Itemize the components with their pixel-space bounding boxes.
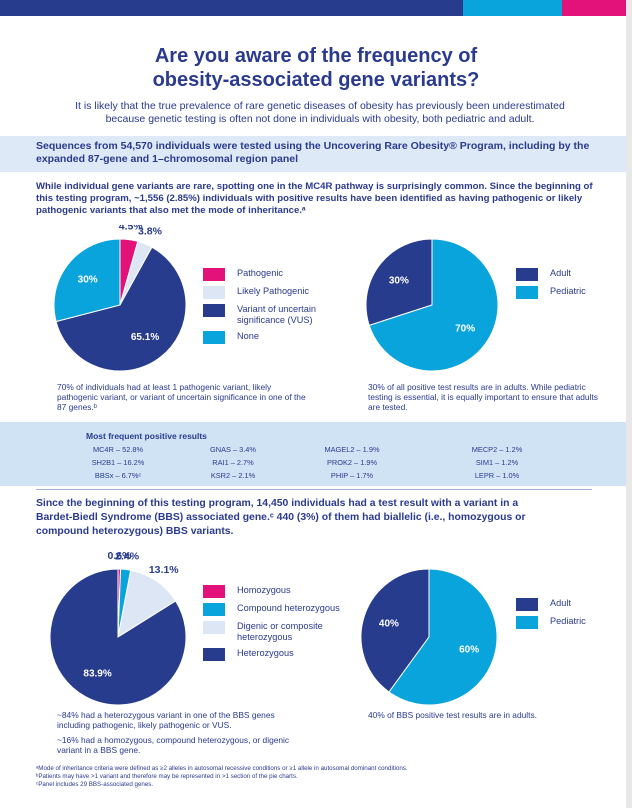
- legend-swatch: [516, 598, 538, 611]
- legend-item: None: [203, 331, 343, 344]
- legend-label: Digenic or composite heterozygous: [237, 621, 323, 642]
- value-label: 4.5%: [119, 225, 144, 233]
- legend-swatch: [203, 621, 225, 634]
- legend: Adult Pediatric: [516, 598, 632, 634]
- legend-swatch: [203, 585, 225, 598]
- frequent-item: SIM1 – 1.2%: [475, 458, 519, 467]
- value-label: 0.6%: [108, 550, 133, 562]
- legend-item: Pathogenic: [203, 268, 343, 281]
- legend-label: Heterozygous: [237, 648, 294, 658]
- pie-slice: [388, 568, 498, 706]
- top-bar: [0, 0, 463, 16]
- legend-label: None: [237, 331, 259, 341]
- value-label: 83.9%: [83, 669, 111, 680]
- footnote: ᵃMode of inheritance criteria were defin…: [36, 765, 408, 772]
- legend-swatch: [203, 286, 225, 299]
- caption: ~84% had a heterozygous variant in one o…: [57, 710, 275, 730]
- pie-slice: [368, 238, 499, 372]
- caption: 70% of individuals had at least 1 pathog…: [57, 382, 306, 412]
- section-text: Since the beginning of this testing prog…: [36, 498, 526, 537]
- frequent-item: KSR2 – 2.1%: [210, 471, 256, 480]
- legend-item: Pediatric: [516, 286, 632, 299]
- legend-item: Homozygous: [203, 585, 343, 598]
- frequent-results: Most frequent positive results MC4R – 52…: [0, 422, 626, 486]
- legend-label: Homozygous: [237, 585, 291, 595]
- title: Are you aware of the frequency of obesit…: [152, 45, 480, 91]
- legend-item: Pediatric: [516, 616, 632, 629]
- pie-slice: [55, 246, 187, 372]
- value-label: 3.8%: [138, 226, 163, 238]
- intro: It is likely that the true prevalence of…: [75, 100, 565, 125]
- footnote: ᶜPanel includes 29 BBS-associated genes.: [36, 781, 154, 788]
- legend-swatch: [203, 268, 225, 281]
- banner: Sequences from 54,570 individuals were t…: [0, 136, 626, 172]
- legend-item: Digenic or composite heterozygous: [203, 621, 343, 643]
- frequent-item: GNAS – 3.4%: [209, 445, 256, 454]
- frequent-item: PROK2 – 1.9%: [326, 458, 378, 467]
- legend-item: Adult: [516, 598, 632, 611]
- legend-swatch: [203, 304, 225, 317]
- legend-label: Variant of uncertain significance (VUS): [237, 304, 316, 325]
- legend-item: Adult: [516, 268, 632, 281]
- legend-label: Compound heterozygous: [237, 603, 340, 613]
- top-bar: [463, 0, 562, 16]
- divider: [36, 489, 592, 490]
- caption: ~16% had a homozygous, compound heterozy…: [57, 735, 290, 755]
- legend: Pathogenic Likely Pathogenic Variant of un…: [203, 268, 343, 349]
- frequent-item: BBSx – 6.7%ᶜ: [94, 471, 142, 480]
- legend-item: Likely Pathogenic: [203, 286, 343, 299]
- legend-label: Adult: [550, 268, 571, 278]
- pie-slice: [117, 569, 177, 639]
- caption: 40% of BBS positive test results are in …: [368, 710, 537, 720]
- legend-item: Variant of uncertain significance (VUS): [203, 304, 343, 326]
- pie-slice: [53, 238, 121, 323]
- pie-slice: [365, 238, 433, 327]
- pie-chart: 4.5%3.8% 65.1% 30%: [53, 225, 187, 372]
- legend-swatch: [516, 616, 538, 629]
- frequent-item: MC4R – 52.8%: [92, 445, 144, 454]
- value-label: 60%: [459, 645, 479, 656]
- banner-text: Sequences from 54,570 individuals were t…: [36, 140, 590, 165]
- frequent-item: RAI1 – 2.7%: [212, 458, 254, 467]
- footnote: ᵇPatients may have >1 variant and theref…: [36, 773, 298, 780]
- legend: Homozygous Compound heterozygous Digenic o…: [203, 585, 343, 666]
- edge: [626, 0, 632, 808]
- pie-chart: 30% 70%: [365, 238, 499, 372]
- legend-swatch: [516, 268, 538, 281]
- legend-label: Adult: [550, 598, 571, 608]
- frequent-item: MAGEL2 – 1.9%: [324, 445, 380, 454]
- legend-swatch: [203, 648, 225, 661]
- value-label: 30%: [78, 275, 98, 286]
- legend-item: Compound heterozygous: [203, 603, 343, 616]
- caption: 30% of all positive test results are in …: [368, 382, 598, 412]
- legend-label: Likely Pathogenic: [237, 286, 310, 296]
- pie-chart: 0.6%2.4% 13.1% 83.9%: [49, 550, 187, 706]
- pie-chart: 40% 60%: [360, 568, 498, 706]
- value-label: 40%: [379, 619, 399, 630]
- legend-swatch: [516, 286, 538, 299]
- legend-item: Heterozygous: [203, 648, 343, 661]
- legend: Adult Pediatric: [516, 268, 632, 304]
- frequent-item: MECP2 – 1.2%: [471, 445, 523, 454]
- value-label: 2.4%: [115, 550, 140, 562]
- frequent-item: LEPR – 1.0%: [474, 471, 520, 480]
- top-bar: [562, 0, 626, 16]
- legend-label: Pediatric: [550, 286, 586, 296]
- frequent-item: SH2B1 – 16.2%: [91, 458, 145, 467]
- value-label: 30%: [389, 276, 409, 287]
- value-label: 65.1%: [131, 332, 159, 343]
- legend-label: Pediatric: [550, 616, 586, 626]
- section-text: While individual gene variants are rare,…: [36, 181, 593, 216]
- frequent-title: Most frequent positive results: [86, 431, 207, 441]
- value-label: 13.1%: [149, 564, 179, 576]
- legend-label: Pathogenic: [237, 268, 283, 278]
- legend-swatch: [203, 331, 225, 344]
- pie-slice: [49, 568, 187, 706]
- value-label: 70%: [455, 324, 475, 335]
- frequent-item: PHIP – 1.7%: [330, 471, 374, 480]
- footnotes: ᵃMode of inheritance criteria were defin…: [36, 765, 596, 789]
- pie-slice: [360, 568, 430, 693]
- legend-swatch: [203, 603, 225, 616]
